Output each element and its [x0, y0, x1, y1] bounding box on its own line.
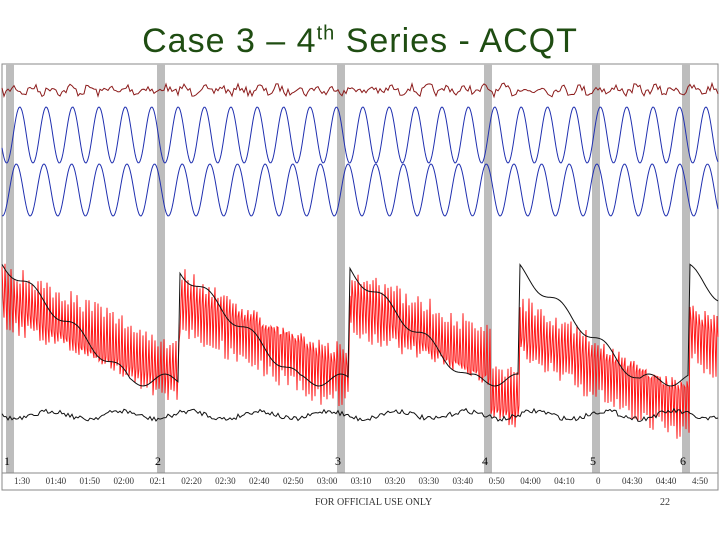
time-label: 04:40 [656, 476, 677, 486]
time-label: 03:20 [385, 476, 406, 486]
event-bar [592, 64, 600, 473]
time-label: 04:10 [554, 476, 575, 486]
time-label: 0 [596, 476, 601, 486]
time-label: 0:50 [489, 476, 506, 486]
event-bar [484, 64, 492, 473]
time-label: 02:30 [215, 476, 236, 486]
slide-title: Case 3 – 4th Series - ACQT [0, 22, 720, 61]
time-label: 03:40 [452, 476, 473, 486]
event-marker: 3 [335, 454, 341, 468]
time-label: 03:10 [351, 476, 372, 486]
time-label: 02:20 [181, 476, 202, 486]
eda [1, 263, 719, 387]
time-label: 02:1 [150, 476, 166, 486]
event-marker: 1 [4, 454, 10, 468]
title-rest: Series - ACQT [335, 22, 578, 60]
activity [1, 407, 719, 422]
event-marker: 5 [590, 454, 596, 468]
chart-frame [1, 63, 719, 491]
page-number: 22 [660, 497, 670, 508]
event-bar [157, 64, 165, 473]
time-label: 04:30 [622, 476, 643, 486]
time-label: 01:40 [46, 476, 67, 486]
title-main: Case 3 – 4 [142, 22, 317, 60]
respiration-2 [2, 163, 719, 217]
time-label: 02:50 [283, 476, 304, 486]
event-bar [6, 64, 14, 473]
respiration-1 [1, 106, 719, 164]
time-label: 4:50 [692, 476, 709, 486]
event-marker: 6 [680, 454, 686, 468]
footer-notice: FOR OFFICIAL USE ONLY [315, 497, 432, 508]
time-label: 04:00 [520, 476, 541, 486]
event-marker: 2 [155, 454, 161, 468]
title-superscript: th [316, 22, 336, 45]
time-label: 01:50 [80, 476, 101, 486]
pneumo-upper [1, 81, 719, 99]
time-label: 03:30 [419, 476, 440, 486]
time-label: 1:30 [14, 476, 31, 486]
event-marker: 4 [482, 454, 488, 468]
time-label: 02:00 [113, 476, 134, 486]
event-bar [682, 64, 690, 473]
cardio [1, 263, 719, 439]
event-bar [337, 64, 345, 473]
time-label: 02:40 [249, 476, 270, 486]
time-label: 03:00 [317, 476, 338, 486]
